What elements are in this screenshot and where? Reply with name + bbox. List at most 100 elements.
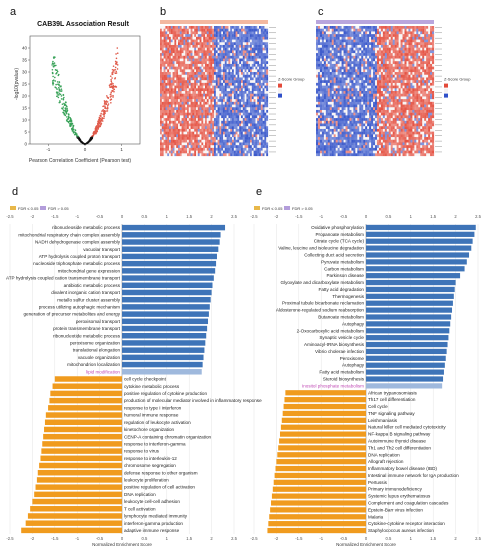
heatmap-cell xyxy=(376,66,380,70)
heatmap-cell xyxy=(316,34,319,37)
heatmap-cell xyxy=(219,39,222,43)
volcano-point xyxy=(83,143,86,145)
heatmap-cell xyxy=(260,66,263,70)
heatmap-cell xyxy=(376,31,380,35)
heatmap-cell xyxy=(347,31,350,35)
volcano-frame xyxy=(29,35,141,145)
heatmap-cell xyxy=(365,53,368,56)
heatmap-cell xyxy=(212,91,215,94)
volcano-point xyxy=(56,81,59,83)
volcano-point xyxy=(62,98,65,100)
heatmap-cell xyxy=(239,88,242,92)
heatmap-cell xyxy=(188,72,191,75)
heatmap-cell xyxy=(194,63,197,67)
heatmap-cell xyxy=(174,131,177,135)
heatmap-cell xyxy=(187,93,189,97)
heatmap-cell xyxy=(199,139,202,143)
heatmap-cell xyxy=(163,142,166,146)
heatmap-cell xyxy=(160,118,162,121)
heatmap-cell xyxy=(251,147,254,151)
heatmap-cell xyxy=(414,26,417,29)
heatmap-cell xyxy=(203,34,206,37)
heatmap-cell xyxy=(260,88,263,92)
heatmap-cell xyxy=(246,128,249,132)
heatmap-cell xyxy=(203,137,206,140)
heatmap-cell xyxy=(406,55,409,59)
volcano-point xyxy=(107,103,110,105)
heatmap-cell xyxy=(188,153,191,157)
heatmap-cell xyxy=(367,31,370,35)
heatmap-cell xyxy=(246,36,249,40)
heatmap-cell xyxy=(214,126,216,130)
heatmap-cell xyxy=(169,69,171,73)
heatmap-cell xyxy=(259,115,261,119)
heatmap-cell xyxy=(178,118,180,121)
heatmap-cell xyxy=(408,74,411,78)
heatmap-cell xyxy=(208,137,211,140)
heatmap-cell xyxy=(259,28,261,32)
heatmap-cell xyxy=(266,66,269,70)
heatmap-cell xyxy=(196,115,198,119)
heatmap-cell xyxy=(192,55,195,59)
heatmap-cell xyxy=(192,85,195,89)
heatmap-cell xyxy=(212,66,215,70)
heatmap-cell xyxy=(205,120,207,124)
heatmap-cell xyxy=(228,134,231,138)
heatmap-cell xyxy=(205,109,207,113)
heatmap-cell xyxy=(266,55,269,59)
heatmap-cell xyxy=(183,107,186,111)
heatmap-cell xyxy=(418,74,421,78)
heatmap-cell xyxy=(349,50,352,54)
volcano-point xyxy=(110,93,112,95)
heatmap-cell xyxy=(244,34,247,37)
heatmap-cell xyxy=(219,58,222,62)
heatmap-cell xyxy=(210,104,213,108)
heatmap-cell xyxy=(242,42,245,46)
heatmap-cell xyxy=(214,31,216,35)
heatmap-cell xyxy=(205,131,207,135)
heatmap-cell xyxy=(170,101,173,105)
heatmap-cell xyxy=(321,26,324,29)
heatmap-cell xyxy=(232,50,234,54)
heatmap-cell xyxy=(408,42,411,46)
heatmap-cell xyxy=(217,44,220,48)
heatmap-cell xyxy=(219,69,222,73)
heatmap-cell xyxy=(215,50,218,54)
heatmap-cell xyxy=(248,85,251,89)
heatmap-cell xyxy=(244,31,247,35)
heatmap-cell xyxy=(259,139,261,143)
heatmap-cell xyxy=(219,147,222,151)
heatmap-cell xyxy=(260,39,263,43)
heatmap-cell xyxy=(208,112,211,116)
heatmap-cell xyxy=(214,80,216,83)
heatmap-cell xyxy=(316,82,319,86)
heatmap-cell xyxy=(392,80,395,83)
heatmap-cell xyxy=(319,85,322,89)
heatmap-cell xyxy=(378,80,381,83)
heatmap-cell xyxy=(359,58,362,62)
heatmap-cell xyxy=(337,88,340,92)
heatmap-cell xyxy=(251,123,254,127)
volcano-point xyxy=(56,92,58,95)
heatmap-cell xyxy=(192,96,195,100)
heatmap-cell xyxy=(335,72,338,75)
heatmap-cell xyxy=(228,126,231,130)
heatmap-cell xyxy=(319,47,322,51)
heatmap-cell xyxy=(365,85,368,89)
heatmap-cell xyxy=(212,28,215,32)
heatmap-cell xyxy=(248,50,251,54)
heatmap-cell xyxy=(262,63,265,67)
volcano-point xyxy=(101,117,104,119)
heatmap-cell xyxy=(333,63,336,67)
heatmap-cell xyxy=(196,101,198,105)
heatmap-cell xyxy=(251,118,254,121)
heatmap-cell xyxy=(367,47,370,51)
heatmap-cell xyxy=(192,66,195,70)
heatmap-cell xyxy=(248,123,251,127)
heatmap-cell xyxy=(169,104,171,108)
heatmap-cell xyxy=(212,142,215,146)
heatmap-cell xyxy=(251,39,254,43)
heatmap-cell xyxy=(161,66,164,70)
heatmap-cell xyxy=(337,77,340,81)
heatmap-cell xyxy=(376,47,380,51)
